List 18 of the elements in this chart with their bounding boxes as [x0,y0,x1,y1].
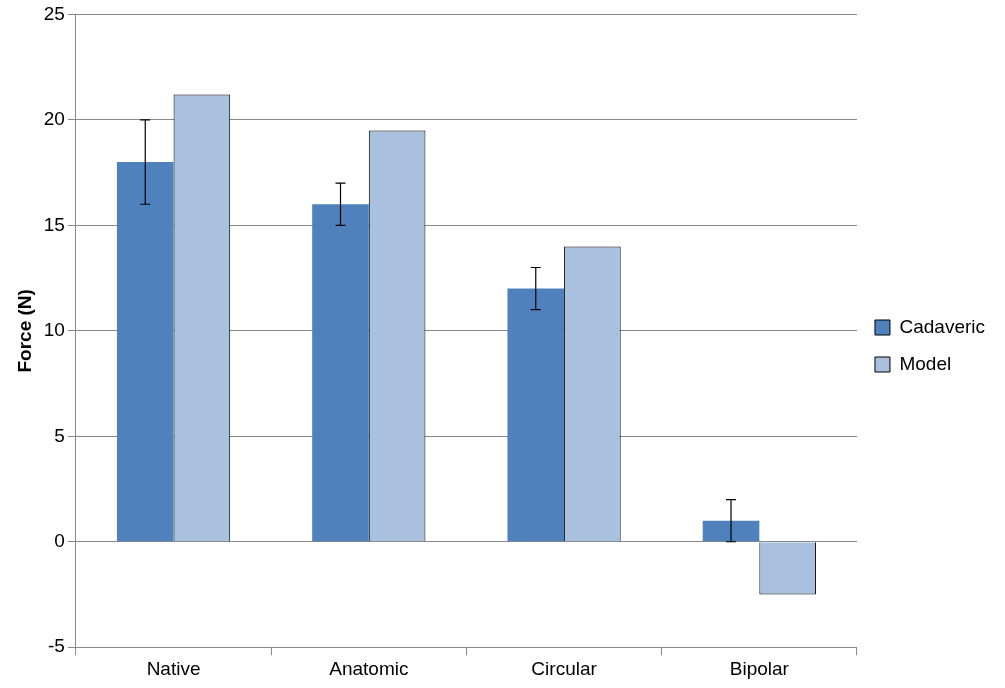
y-tick-label: 5 [54,424,65,446]
legend-label: Model [899,352,952,374]
y-tick-label: 10 [43,319,65,341]
bar [507,288,565,542]
y-tick-label: 20 [43,108,65,130]
bar [312,204,369,542]
y-axis-title: Force (N) [13,289,35,373]
y-tick-label: 25 [43,2,65,24]
y-tick-label: 15 [43,213,65,235]
y-tick-label: 0 [54,529,65,551]
x-tick-label: Native [146,657,201,679]
x-tick-label: Circular [531,657,598,679]
x-tick-label: Anatomic [329,657,409,679]
legend-label: Cadaveric [899,315,986,337]
bar [116,162,174,542]
x-tick-label: Bipolar [729,657,790,679]
bar [702,520,760,542]
y-tick-label: -5 [48,635,65,657]
